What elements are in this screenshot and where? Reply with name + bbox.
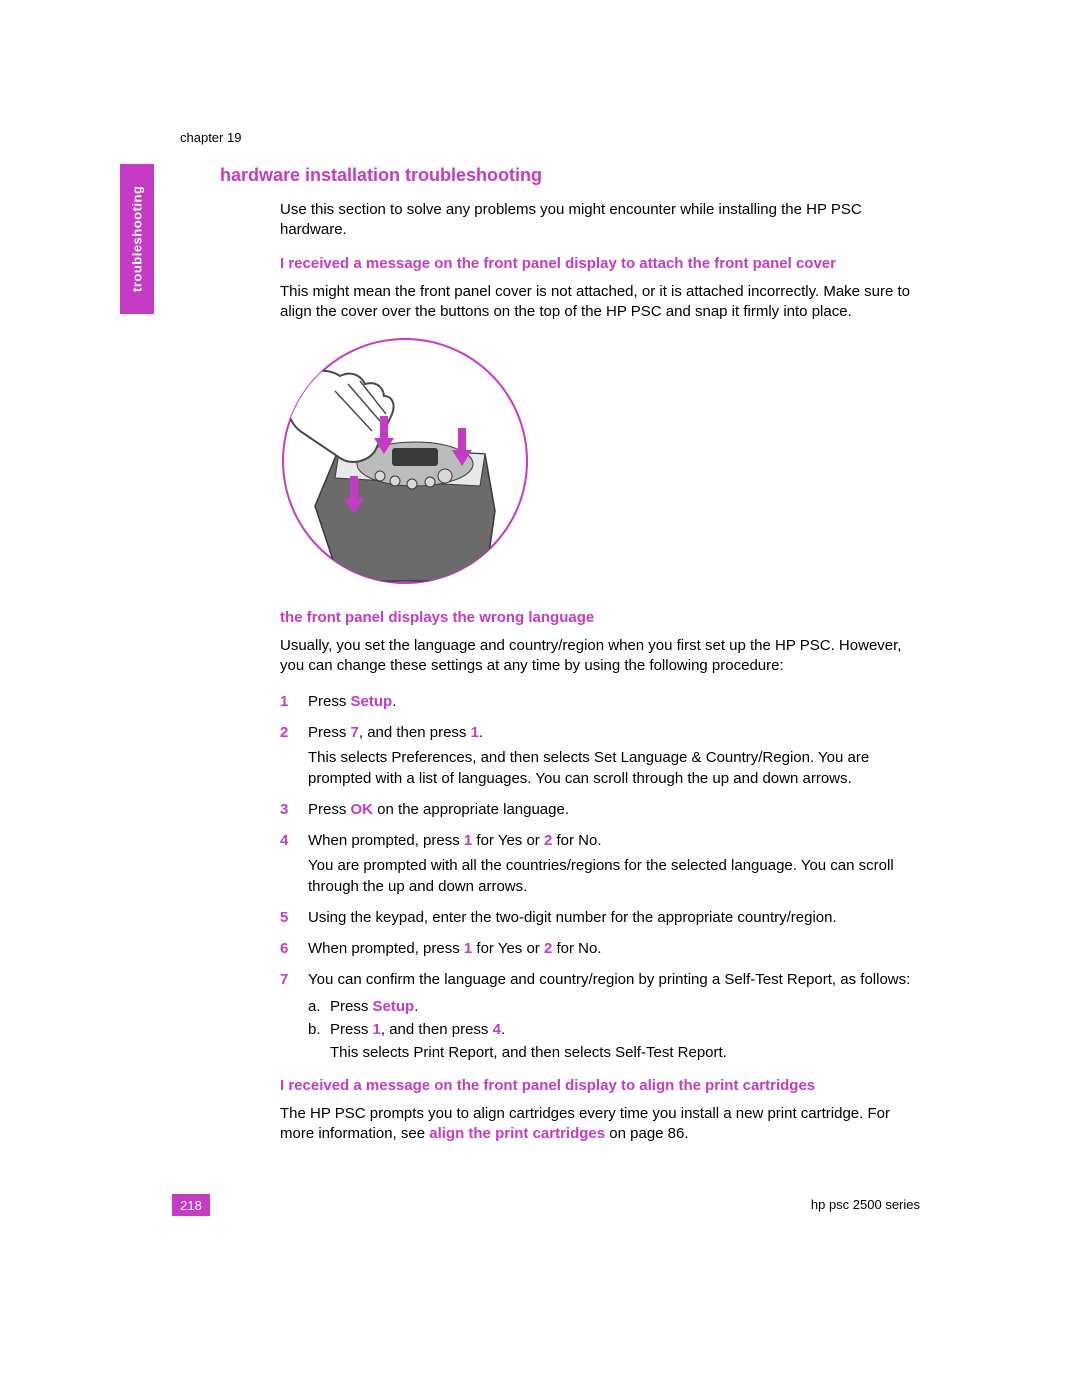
- step-text: Press Setup.: [308, 693, 396, 710]
- step-number: 1: [280, 691, 288, 712]
- step-after-text: This selects Preferences, and then selec…: [308, 747, 920, 789]
- step-number: 3: [280, 799, 288, 820]
- topic2-paragraph: Usually, you set the language and countr…: [280, 636, 920, 677]
- keyword: OK: [351, 801, 374, 818]
- procedure-step: 5 Using the keypad, enter the two-digit n…: [280, 907, 920, 928]
- step-after-text: You are prompted with all the countries/…: [308, 855, 920, 897]
- step-number: 2: [280, 722, 288, 743]
- procedure-step: 4 When prompted, press 1 for Yes or 2 for…: [280, 830, 920, 897]
- procedure-step: 2 Press 7, and then press 1. This selects …: [280, 722, 920, 789]
- sub-step: a. Press Setup.: [308, 996, 920, 1017]
- topic1-paragraph: This might mean the front panel cover is…: [280, 282, 920, 323]
- keyword: align the print cartridges: [429, 1125, 605, 1142]
- procedure-step: 3 Press OK on the appropriate language.: [280, 799, 920, 820]
- page-number-badge: 218: [172, 1194, 210, 1216]
- page-content: chapter 19 hardware installation trouble…: [120, 130, 940, 1158]
- topic3-heading: I received a message on the front panel …: [280, 1077, 920, 1094]
- sub-step-letter: b.: [308, 1019, 321, 1040]
- topic2-heading: the front panel displays the wrong langu…: [280, 609, 920, 626]
- footer-product: hp psc 2500 series: [811, 1197, 920, 1212]
- step-number: 5: [280, 907, 288, 928]
- sub-steps: a. Press Setup. b. Press 1, and then press …: [308, 996, 920, 1063]
- topic1-heading: I received a message on the front panel …: [280, 255, 920, 272]
- step-text: Press OK on the appropriate language.: [308, 801, 569, 818]
- keyword: 4: [493, 1021, 501, 1038]
- keyword: 2: [544, 940, 552, 957]
- step-text: You can confirm the language and country…: [308, 971, 910, 988]
- sub-step-text: Press 1, and then press 4.: [330, 1021, 505, 1038]
- section-heading: hardware installation troubleshooting: [220, 165, 940, 186]
- step-text: When prompted, press 1 for Yes or 2 for …: [308, 832, 602, 849]
- step-text: Using the keypad, enter the two-digit nu…: [308, 909, 837, 926]
- step-number: 7: [280, 969, 288, 990]
- chapter-label: chapter 19: [180, 130, 940, 145]
- intro-paragraph: Use this section to solve any problems y…: [280, 200, 920, 241]
- step-number: 6: [280, 938, 288, 959]
- sub-step-letter: a.: [308, 996, 321, 1017]
- sub-step-after-text: This selects Print Report, and then sele…: [330, 1042, 920, 1063]
- keyword: 1: [464, 832, 472, 849]
- procedure-step: 1 Press Setup.: [280, 691, 920, 712]
- step-text: Press 7, and then press 1.: [308, 724, 483, 741]
- procedure-steps: 1 Press Setup. 2 Press 7, and then press 1.…: [280, 691, 920, 1063]
- keyword: Setup: [351, 693, 393, 710]
- topic3-paragraph: The HP PSC prompts you to align cartridg…: [280, 1104, 920, 1145]
- step-number: 4: [280, 830, 288, 851]
- front-panel-cover-illustration: [280, 336, 920, 591]
- sub-step-text: Press Setup.: [330, 998, 418, 1015]
- procedure-step: 6 When prompted, press 1 for Yes or 2 for…: [280, 938, 920, 959]
- keyword: 2: [544, 832, 552, 849]
- keyword: 1: [373, 1021, 381, 1038]
- keyword: 1: [464, 940, 472, 957]
- sub-step: b. Press 1, and then press 4. This selects…: [308, 1019, 920, 1063]
- keyword: 7: [351, 724, 359, 741]
- keyword: 1: [471, 724, 479, 741]
- step-text: When prompted, press 1 for Yes or 2 for …: [308, 940, 602, 957]
- keyword: Setup: [373, 998, 415, 1015]
- procedure-step: 7 You can confirm the language and countr…: [280, 969, 920, 1063]
